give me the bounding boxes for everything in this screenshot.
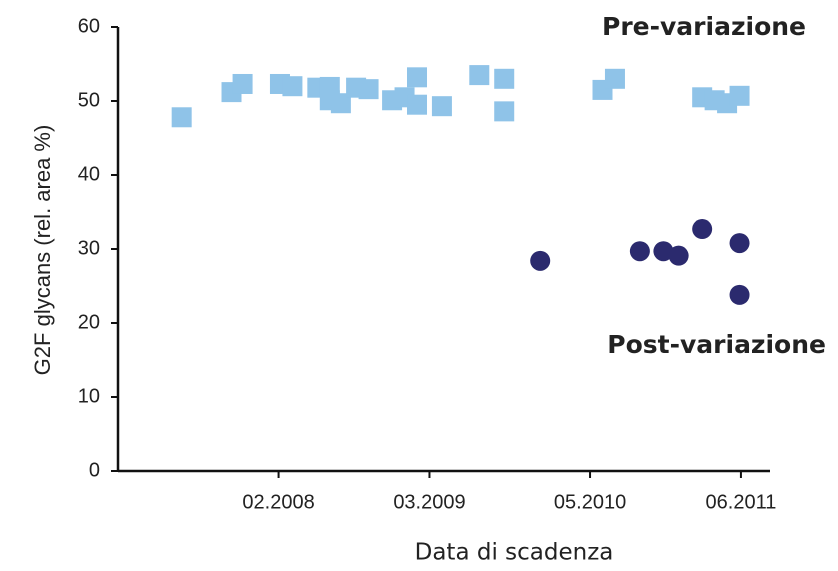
y-tick-label: 60 [78,15,100,37]
point [358,79,379,100]
point [668,245,689,266]
point [407,67,428,88]
y-tick-label: 0 [89,459,100,481]
x-tick-label: 02.2008 [242,491,314,513]
point [407,94,428,115]
x-tick-label: 06.2011 [706,491,777,513]
series-annotation: Post-variazione [607,330,826,359]
x-tick-label: 05.2010 [554,491,626,513]
point [282,76,303,97]
point [653,241,674,262]
x-axis-label: Data di scadenza [415,540,614,566]
point [604,68,625,89]
y-tick-label: 40 [78,163,100,185]
point [431,96,452,117]
point [469,65,490,86]
y-tick-label: 10 [78,385,100,407]
point [729,85,750,106]
y-axis-label: G2F glycans (rel. area %) [30,125,55,376]
point [494,68,515,89]
point [530,250,551,271]
point [729,284,750,305]
point [494,101,515,122]
series-annotation: Pre-variazione [602,12,806,41]
point [330,93,351,114]
point [692,219,713,240]
point [232,73,253,94]
y-tick-label: 20 [78,311,100,333]
x-tick-label: 03.2009 [393,491,465,513]
point [729,233,750,254]
point [171,107,192,128]
y-tick-label: 30 [78,237,100,259]
point [629,241,650,262]
y-tick-label: 50 [78,89,100,111]
